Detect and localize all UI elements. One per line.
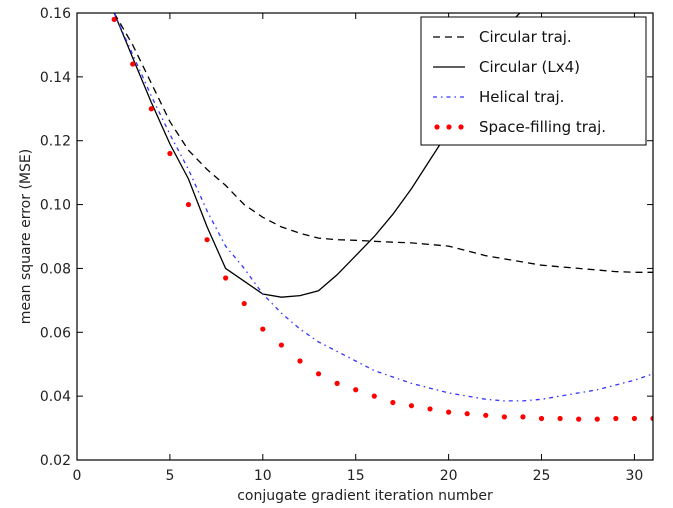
data-point (613, 415, 619, 422)
legend-swatch (446, 124, 452, 130)
data-point (408, 403, 415, 409)
data-point (538, 415, 545, 422)
legend-label: Circular traj. (479, 28, 572, 46)
x-tick-label: 0 (73, 468, 82, 484)
y-tick-label: 0.02 (40, 453, 71, 469)
x-tick-label: 5 (165, 468, 174, 484)
series-line-helical-traj (113, 13, 653, 402)
y-axis-label: mean square error (MSE) (18, 149, 34, 324)
data-point (297, 358, 303, 364)
x-axis-label: conjugate gradient iteration number (237, 488, 493, 504)
legend-entries: Circular traj. Circular (Lx4) Helical traj… (433, 28, 606, 136)
data-point (130, 61, 136, 67)
legend-label: Helical traj. (479, 88, 564, 106)
data-point (520, 414, 526, 420)
legend-entry: Space-filling traj. (434, 118, 606, 136)
legend-entry: Circular (Lx4) (433, 58, 580, 76)
legend-label: Circular (Lx4) (479, 58, 580, 76)
legend: Circular traj. Circular (Lx4) Helical traj… (420, 16, 647, 146)
y-tick-label: 0.12 (40, 134, 71, 150)
y-tick-label: 0.04 (40, 389, 71, 405)
data-point (185, 201, 192, 208)
data-point (334, 380, 340, 386)
y-tick-label: 0.16 (40, 6, 71, 22)
data-point (278, 342, 284, 348)
ticks-layer: 0 5 10 15 20 25 30 0.02 0.04 0.06 0.08 0.10 0.12 0.14… (40, 6, 653, 484)
x-tick-label: 10 (254, 468, 272, 484)
plot-frame (76, 12, 654, 461)
series-space-filling-traj (111, 16, 653, 422)
legend-swatch (434, 124, 440, 130)
data-point (464, 411, 470, 417)
data-point (650, 415, 653, 422)
data-point (148, 106, 154, 112)
x-tick-label: 20 (440, 468, 458, 484)
data-point (631, 415, 638, 422)
legend-entry: Helical traj. (433, 88, 564, 106)
data-point (260, 326, 266, 332)
data-point (557, 415, 563, 422)
data-point (241, 300, 247, 307)
data-point (353, 387, 359, 393)
x-tick-label: 30 (626, 468, 644, 484)
y-tick-label: 0.08 (40, 261, 71, 277)
data-point (483, 412, 489, 418)
data-point (446, 409, 452, 415)
legend-entry: Circular traj. (433, 28, 572, 46)
legend-box (420, 16, 647, 146)
legend-label: Space-filling traj. (479, 118, 606, 136)
legend-swatch (458, 124, 464, 130)
data-point (315, 371, 322, 377)
data-point (594, 416, 600, 422)
data-point (390, 399, 396, 406)
data-point (111, 16, 117, 22)
y-tick-label: 0.14 (40, 70, 71, 86)
data-point (371, 393, 377, 399)
data-point (427, 406, 433, 412)
data-point (167, 150, 173, 157)
x-tick-label: 15 (347, 468, 365, 484)
data-point (576, 416, 582, 422)
data-point (501, 414, 507, 420)
y-tick-label: 0.06 (40, 325, 71, 341)
data-point (204, 237, 210, 243)
data-point (223, 275, 229, 281)
x-tick-label: 25 (533, 468, 551, 484)
y-tick-label: 0.10 (40, 198, 71, 214)
